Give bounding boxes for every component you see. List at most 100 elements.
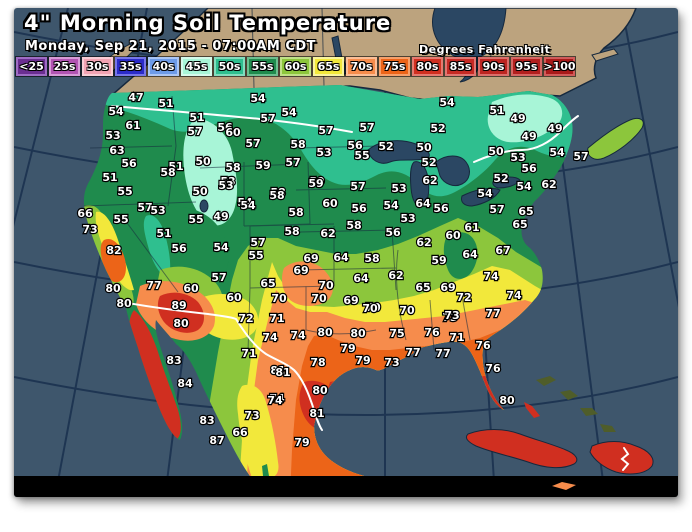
station-temperature: 87 [209, 434, 224, 447]
station-temperature: 56 [121, 157, 137, 170]
station-temperature: 54 [237, 196, 253, 209]
station-temperature: 54 [108, 105, 124, 118]
map-bottom-strip [14, 476, 678, 497]
station-temperature: 51 [489, 104, 504, 117]
station-temperature: 73 [442, 311, 457, 324]
station-temperature: 80 [312, 384, 328, 397]
station-temperature: 69 [343, 294, 358, 307]
station-temperature: 79 [340, 342, 355, 355]
station-temperature: 60 [322, 197, 338, 210]
station-temperature: 59 [255, 159, 270, 172]
station-temperature: 66 [77, 207, 93, 220]
station-temperature: 59 [431, 254, 446, 267]
station-temperature: 77 [435, 347, 450, 360]
station-temperature: 62 [541, 178, 556, 191]
station-temperature: 80 [116, 297, 132, 310]
station-temperature: 65 [512, 218, 527, 231]
units-label: Degrees Fahrenheit [419, 43, 551, 56]
station-temperature: 72 [456, 291, 471, 304]
station-temperature: 51 [158, 97, 173, 110]
station-temperature: 74 [269, 392, 285, 405]
station-temperature: 89 [171, 299, 186, 312]
station-temperature: 60 [225, 126, 241, 139]
station-temperature: 61 [464, 221, 479, 234]
legend-swatch: 80s [412, 57, 443, 76]
station-temperature: 84 [177, 377, 193, 390]
station-temperature: 49 [213, 210, 228, 223]
station-temperature: 64 [462, 248, 478, 261]
temperature-legend: <25 25s 30s 35s 40s 45s 50s 55s 60s 65s 70s 75s 80s 8… [16, 57, 577, 76]
bahamas [536, 376, 616, 432]
legend-swatch: 40s [148, 57, 179, 76]
nova-scotia [587, 117, 644, 160]
station-temperature: 62 [320, 227, 335, 240]
station-temperature: 72 [238, 312, 253, 325]
station-temperature: 70 [318, 279, 334, 292]
station-temperature: 65 [260, 277, 275, 290]
station-temperature: 67 [495, 244, 510, 257]
station-temperature: 62 [416, 236, 431, 249]
station-temperature: 81 [275, 366, 290, 379]
station-temperature: 53 [150, 204, 165, 217]
station-temperature: 57 [187, 125, 202, 138]
legend-swatch: 35s [115, 57, 146, 76]
station-temperature: 53 [105, 129, 120, 142]
legend-swatch: 45s [181, 57, 212, 76]
station-temperature: 74 [262, 331, 278, 344]
legend-swatch: 65s [313, 57, 344, 76]
station-temperature: 73 [444, 309, 459, 322]
station-temperature: 61 [125, 119, 140, 132]
map-subtitle: Monday, Sep 21, 2015 - 07:00AM CDT [25, 39, 317, 54]
station-temperature: 79 [294, 436, 309, 449]
station-temperature: 57 [260, 112, 275, 125]
station-temperature: 82 [106, 244, 121, 257]
station-temperature: 63 [109, 144, 124, 157]
station-temperature: 57 [137, 201, 152, 214]
station-temperature: 73 [244, 409, 259, 422]
station-temperature: 54 [477, 187, 493, 200]
station-temperature: 57 [350, 180, 365, 193]
station-temperature: 50 [195, 155, 211, 168]
station-temperature: 57 [250, 236, 265, 249]
legend-swatch: <25 [16, 57, 47, 76]
station-temperature: 53 [220, 175, 235, 188]
station-temperature: 56 [521, 162, 537, 175]
station-temperature: 54 [250, 92, 266, 105]
station-temperature: 58 [160, 166, 175, 179]
station-temperature: 54 [213, 241, 229, 254]
station-temperature: 55 [117, 185, 132, 198]
map-panel: 47 51 54 61 53 63 56 51 55 57 53 66 55 73 51 57 56 60 51 50… [14, 8, 678, 497]
station-temperature: 57 [318, 124, 333, 137]
station-temperature: 57 [489, 203, 504, 216]
legend-swatch: 50s [214, 57, 245, 76]
station-temperature: 53 [510, 151, 525, 164]
station-temperature: 54 [516, 180, 532, 193]
station-temperature: 80 [173, 317, 189, 330]
station-temperature: 57 [359, 121, 374, 134]
station-temperature: 54 [383, 199, 399, 212]
station-temperature: 58 [270, 186, 285, 199]
station-temperature: 56 [217, 121, 233, 134]
station-temperature: 75 [389, 327, 404, 340]
station-temperature: 76 [475, 339, 491, 352]
station-temperature: 74 [290, 329, 306, 342]
station-temperature: 53 [391, 182, 406, 195]
map-title: 4" Morning Soil Temperature [24, 11, 392, 35]
station-temperature: 56 [385, 226, 401, 239]
station-temperature: 58 [284, 225, 299, 238]
station-temperature: 76 [485, 362, 501, 375]
station-temperature: 69 [293, 264, 308, 277]
station-temperature: 58 [288, 206, 303, 219]
station-temperature: 55 [113, 213, 128, 226]
station-temperature: 57 [573, 150, 588, 163]
station-temperature: 71 [449, 331, 464, 344]
legend-swatch: >100 [543, 57, 576, 76]
station-temperature: 54 [240, 199, 256, 212]
station-temperature: 47 [128, 91, 143, 104]
station-temperature: 73 [384, 356, 399, 369]
station-temperature: 64 [353, 272, 369, 285]
station-temperature: 60 [183, 282, 199, 295]
national-borders [111, 105, 630, 471]
